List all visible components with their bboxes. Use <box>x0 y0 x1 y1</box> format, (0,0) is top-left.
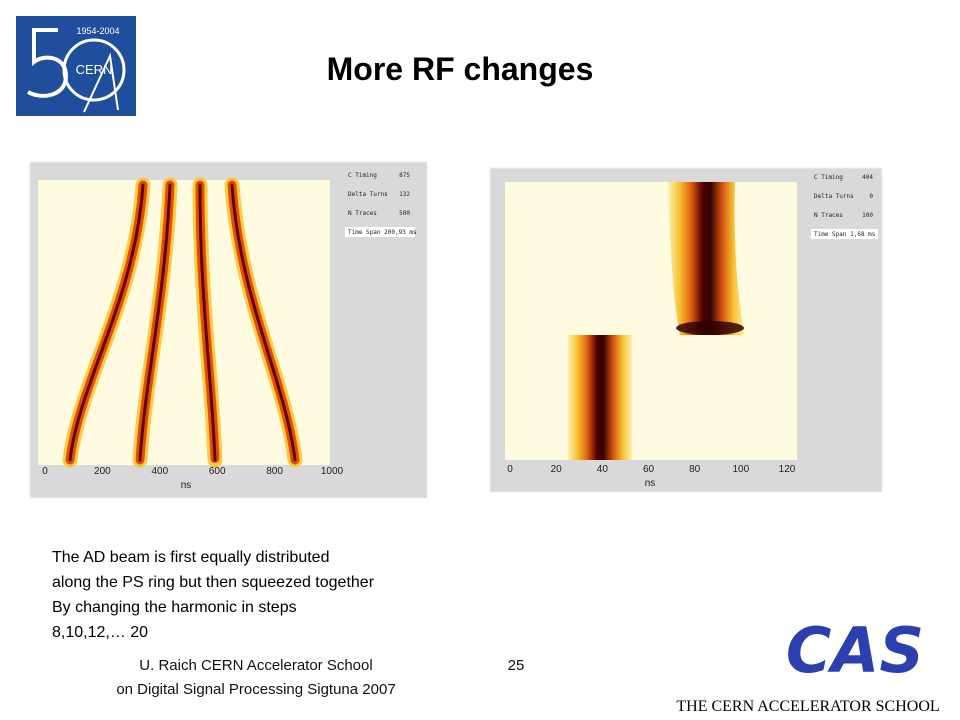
info-label: N Traces <box>348 210 377 217</box>
info-value: 500 <box>399 210 410 217</box>
cas-logo: CAS THE CERN ACCELERATOR SCHOOL <box>676 614 939 715</box>
x-tick-label: 120 <box>779 464 796 475</box>
x-tick-label: 800 <box>266 466 283 477</box>
footer-credit: on Digital Signal Processing Sigtuna 200… <box>116 681 395 698</box>
info-label: Time Span 200,93 ms <box>348 229 417 236</box>
info-label: Time Span 1,68 ms <box>814 231 876 238</box>
slide-title: More RF changes <box>327 51 594 87</box>
x-tick-label: 200 <box>94 466 111 477</box>
body-line: along the PS ring but then squeezed toge… <box>52 574 375 591</box>
x-tick-label: 1000 <box>321 466 344 477</box>
x-tick-label: 80 <box>689 464 701 475</box>
mountain-range-plot: 0 20 40 60 80 100 120 ns C Timing 404 Delta Turn… <box>489 167 883 493</box>
x-axis-label: ns <box>181 480 192 491</box>
body-line: By changing the harmonic in steps <box>52 599 297 616</box>
x-axis-label: ns <box>645 478 656 489</box>
x-tick-label: 100 <box>732 464 749 475</box>
x-tick-label: 400 <box>151 466 168 477</box>
x-tick-label: 0 <box>42 466 48 477</box>
info-value: 404 <box>862 174 873 181</box>
info-box <box>345 227 415 237</box>
body-line: The AD beam is first equally distributed <box>52 549 329 566</box>
logo-name: CERN <box>76 62 113 77</box>
mountain-range-plot: 0 200 400 600 800 1000 ns C Timing 875 Delta Tu… <box>29 161 428 499</box>
info-label: C Timing <box>348 172 377 179</box>
x-tick-label: 20 <box>551 464 563 475</box>
info-label: Delta Turns <box>814 193 854 200</box>
info-label: C Timing <box>814 174 843 181</box>
x-tick-label: 600 <box>209 466 226 477</box>
logo-years: 1954-2004 <box>76 26 119 36</box>
info-label: N Traces <box>814 212 843 219</box>
info-box <box>811 229 878 239</box>
cas-mark: CAS <box>786 614 924 687</box>
body-text: The AD beam is first equally distributed… <box>52 549 375 641</box>
cas-name: THE CERN ACCELERATOR SCHOOL <box>676 698 939 715</box>
page-number: 25 <box>508 657 525 674</box>
info-value: 0 <box>869 193 873 200</box>
x-tick-label: 0 <box>507 464 513 475</box>
x-tick-label: 60 <box>643 464 655 475</box>
info-value: 875 <box>399 172 410 179</box>
body-line: 8,10,12,… 20 <box>52 624 148 641</box>
info-value: 100 <box>862 212 873 219</box>
info-label: Delta Turns <box>348 191 388 198</box>
footer-credit: U. Raich CERN Accelerator School <box>139 657 372 674</box>
info-value: 132 <box>399 191 410 198</box>
x-tick-label: 40 <box>597 464 609 475</box>
cern-logo: 1954-2004 CERN <box>16 16 136 116</box>
